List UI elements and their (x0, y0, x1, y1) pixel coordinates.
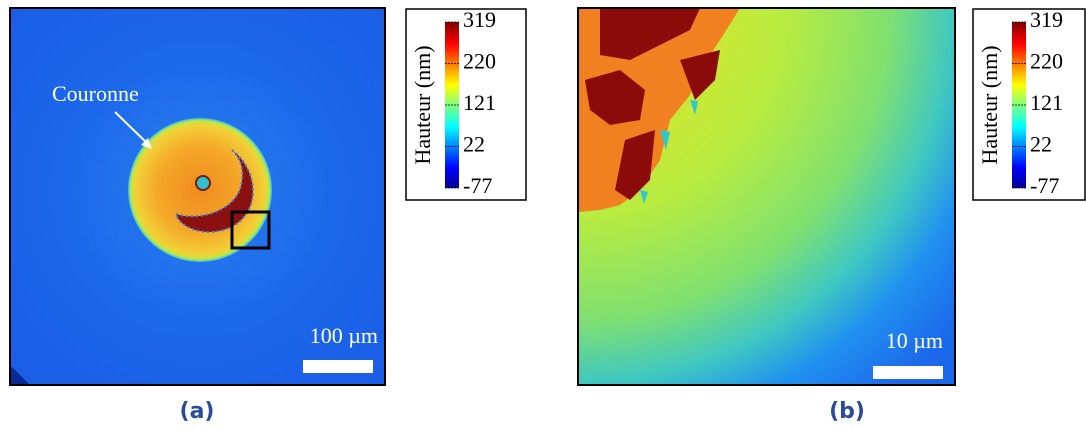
colorbar-label: Hauteur (nm) (410, 45, 435, 164)
annotation: Couronne (52, 81, 139, 106)
caption: (a) (180, 399, 215, 424)
colorbar-label: Hauteur (nm) (977, 45, 1002, 164)
caption: (b) (829, 399, 865, 424)
colorbar-tick-label: 121 (463, 90, 496, 115)
frame (9, 7, 386, 386)
scale-bar (303, 360, 373, 373)
colorbar-tick-label: 220 (1030, 49, 1063, 74)
scale-bar-label: 10 µm (886, 328, 943, 353)
colorbar-box (972, 8, 1086, 201)
scale-bar-label: 100 µm (310, 323, 378, 348)
colorbar-tick-label: -77 (463, 173, 492, 198)
colorbar-tick-label: 22 (1030, 132, 1052, 157)
colorbar-tick-label: 319 (463, 7, 496, 32)
arrow (114, 111, 151, 147)
colorbar-box (405, 8, 527, 201)
colorbar-tick-label: 319 (1030, 7, 1063, 32)
colorbar-tick-label: 121 (1030, 90, 1063, 115)
colorbar-tick-label: -77 (1030, 173, 1059, 198)
colorbar-tick-label: 22 (463, 132, 485, 157)
colorbar-tick-label: 220 (463, 49, 496, 74)
arrow-head (141, 138, 152, 149)
image-a (10, 8, 385, 385)
frame (577, 7, 956, 386)
image-b (578, 8, 955, 385)
scale-bar (873, 366, 943, 379)
